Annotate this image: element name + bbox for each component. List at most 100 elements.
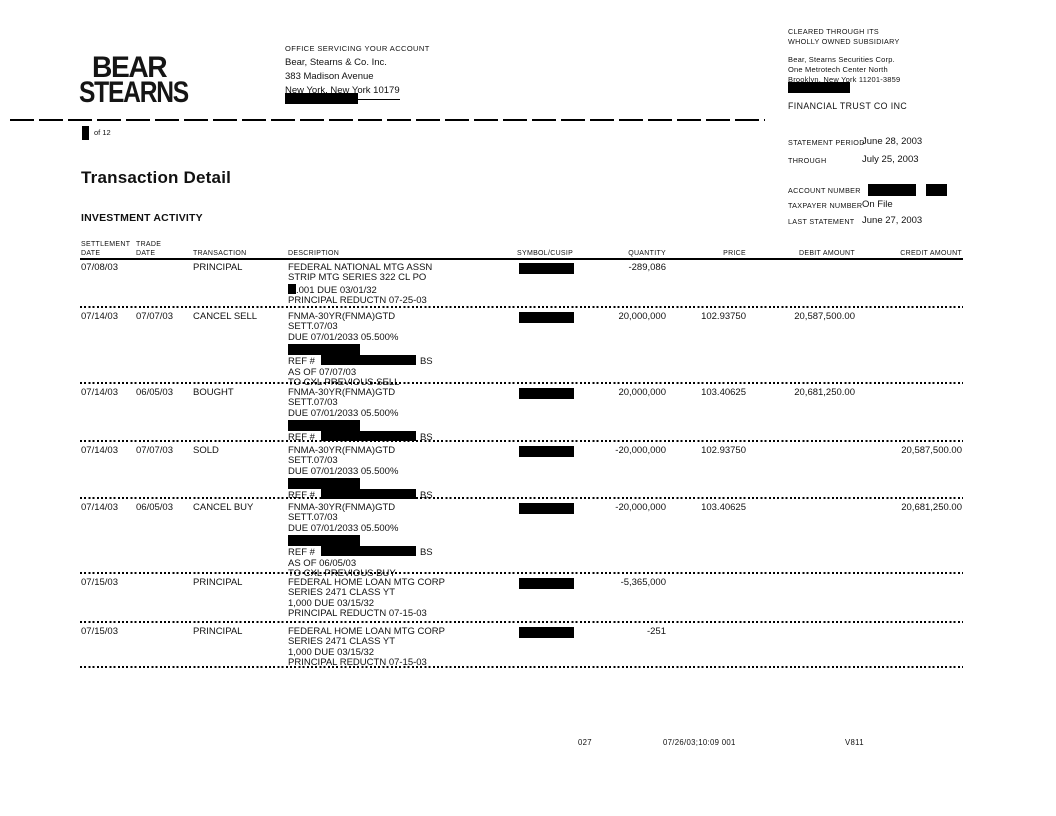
settlement-date: 07/08/03 xyxy=(81,262,118,273)
transaction-type: PRINCIPAL xyxy=(193,577,243,588)
ref-suffix: BS xyxy=(419,490,433,502)
col-header-quantity: QUANTITY xyxy=(628,250,666,257)
ref-line: REF # BS xyxy=(288,355,520,367)
redaction-bar xyxy=(519,388,574,399)
redaction-bar xyxy=(519,503,574,514)
page-of-label: of 12 xyxy=(94,127,111,137)
col-header-text: DATE xyxy=(136,249,156,257)
transaction-type: CANCEL SELL xyxy=(193,311,258,322)
bear-stearns-logo: BEAR STEARNS xyxy=(79,53,212,109)
description-line: FNMA-30YR(FNMA)GTD xyxy=(288,311,396,322)
servicing-office-street: 383 Madison Avenue xyxy=(285,71,374,82)
transaction-type: BOUGHT xyxy=(193,387,234,398)
description-line: .001 DUE 03/01/32 xyxy=(288,283,520,296)
redaction-bar xyxy=(320,431,416,442)
logo-line2: STEARNS xyxy=(79,76,189,109)
quantity: -251 xyxy=(646,626,666,637)
credit-amount: 20,587,500.00 xyxy=(901,445,962,456)
ref-label: REF # xyxy=(288,547,315,559)
ref-suffix: BS xyxy=(419,432,433,444)
col-header-symbol-cusip: SYMBOL/CUSIP xyxy=(517,250,574,257)
description-line: 1,000 DUE 03/15/32 xyxy=(288,597,375,609)
account-number-value xyxy=(868,181,948,199)
redaction-bar xyxy=(285,93,358,104)
page-title: Transaction Detail xyxy=(81,168,232,187)
quantity: 20,000,000 xyxy=(618,387,666,398)
debit-amount: 20,681,250.00 xyxy=(794,387,855,398)
symbol-cusip xyxy=(519,263,574,274)
trade-date: 06/05/03 xyxy=(136,387,173,398)
trade-date: 06/05/03 xyxy=(136,502,173,513)
quantity: -5,365,000 xyxy=(620,577,666,588)
description-line: SERIES 2471 CLASS YT xyxy=(288,587,396,599)
redaction-bar xyxy=(519,263,574,274)
page-number-marker: of 12 xyxy=(82,126,111,140)
symbol-cusip xyxy=(519,503,574,514)
description: FEDERAL HOME LOAN MTG CORP SERIES 2471 C… xyxy=(288,577,520,620)
col-header-debit-amount: DEBIT AMOUNT xyxy=(799,250,855,257)
settlement-date: 07/14/03 xyxy=(81,387,118,398)
redaction-bar xyxy=(519,578,574,589)
description-line: DUE 07/01/2033 05.500% xyxy=(288,407,399,419)
price: 102.93750 xyxy=(701,311,746,322)
footer-version-code: V811 xyxy=(845,738,864,747)
col-header-credit-amount: CREDIT AMOUNT xyxy=(900,250,962,257)
statement-period-label: STATEMENT PERIOD xyxy=(788,138,865,147)
cleared-line1: CLEARED THROUGH ITS xyxy=(788,27,880,36)
redaction-bar xyxy=(82,126,89,140)
description-line: FEDERAL HOME LOAN MTG CORP xyxy=(288,577,445,588)
price: 103.40625 xyxy=(701,502,746,513)
taxpayer-number-value: On File xyxy=(862,199,893,210)
description-line: SETT.07/03 xyxy=(288,397,338,409)
symbol-cusip xyxy=(519,312,574,323)
through-label: THROUGH xyxy=(788,156,827,165)
transaction-type: PRINCIPAL xyxy=(193,262,243,273)
price: 103.40625 xyxy=(701,387,746,398)
servicing-office-title: OFFICE SERVICING YOUR ACCOUNT xyxy=(285,44,430,53)
redaction-bar xyxy=(288,344,360,356)
symbol-cusip xyxy=(519,446,574,457)
through-value: July 25, 2003 xyxy=(862,154,919,165)
client-firm-name: FINANCIAL TRUST CO INC xyxy=(788,101,908,111)
description-line: PRINCIPAL REDUCTN 07-15-03 xyxy=(288,657,427,669)
description-line: DUE 07/01/2033 05.500% xyxy=(288,465,399,477)
description-text: .001 DUE 03/01/32 xyxy=(296,284,377,296)
col-header-text: DATE xyxy=(81,249,101,257)
redaction-bar xyxy=(320,355,416,366)
description: FNMA-30YR(FNMA)GTD SETT.07/03 DUE 07/01/… xyxy=(288,311,520,388)
ref-label: REF # xyxy=(288,356,315,368)
quantity: 20,000,000 xyxy=(618,311,666,322)
row-separator xyxy=(80,572,963,574)
description-line: DUE 07/01/2033 05.500% xyxy=(288,331,399,343)
description: FNMA-30YR(FNMA)GTD SETT.07/03 DUE 07/01/… xyxy=(288,502,520,579)
footer-code: 027 xyxy=(578,738,592,747)
description-line: FNMA-30YR(FNMA)GTD xyxy=(288,387,396,398)
ref-line: REF # BS xyxy=(288,431,520,443)
redaction-bar xyxy=(288,478,360,490)
description-line: FNMA-30YR(FNMA)GTD xyxy=(288,445,396,456)
description-line: SETT.07/03 xyxy=(288,512,338,524)
redaction-bar xyxy=(320,489,416,500)
redaction-bar xyxy=(868,183,916,196)
account-number-label: ACCOUNT NUMBER xyxy=(788,186,861,195)
redaction-bar xyxy=(519,446,574,457)
header-divider-line xyxy=(10,119,765,121)
table-end-separator xyxy=(80,666,963,668)
credit-amount: 20,681,250.00 xyxy=(901,502,962,513)
col-header-trade-date: TRADE DATE xyxy=(136,241,161,258)
footer-print-timestamp: 07/26/03;10:09 001 xyxy=(663,738,736,747)
symbol-cusip xyxy=(519,388,574,399)
description: FNMA-30YR(FNMA)GTD SETT.07/03 DUE 07/01/… xyxy=(288,445,520,502)
col-header-description: DESCRIPTION xyxy=(288,250,340,257)
section-title: INVESTMENT ACTIVITY xyxy=(81,212,203,224)
cleared-through-block: CLEARED THROUGH ITS WHOLLY OWNED SUBSIDI… xyxy=(788,27,900,85)
quantity: -20,000,000 xyxy=(615,445,666,456)
settlement-date: 07/15/03 xyxy=(81,626,118,637)
redaction-bar xyxy=(288,535,360,547)
quantity: -289,086 xyxy=(628,262,666,273)
row-separator xyxy=(80,440,963,442)
col-header-transaction: TRANSACTION xyxy=(193,250,247,257)
row-separator xyxy=(80,497,963,499)
symbol-cusip xyxy=(519,578,574,589)
